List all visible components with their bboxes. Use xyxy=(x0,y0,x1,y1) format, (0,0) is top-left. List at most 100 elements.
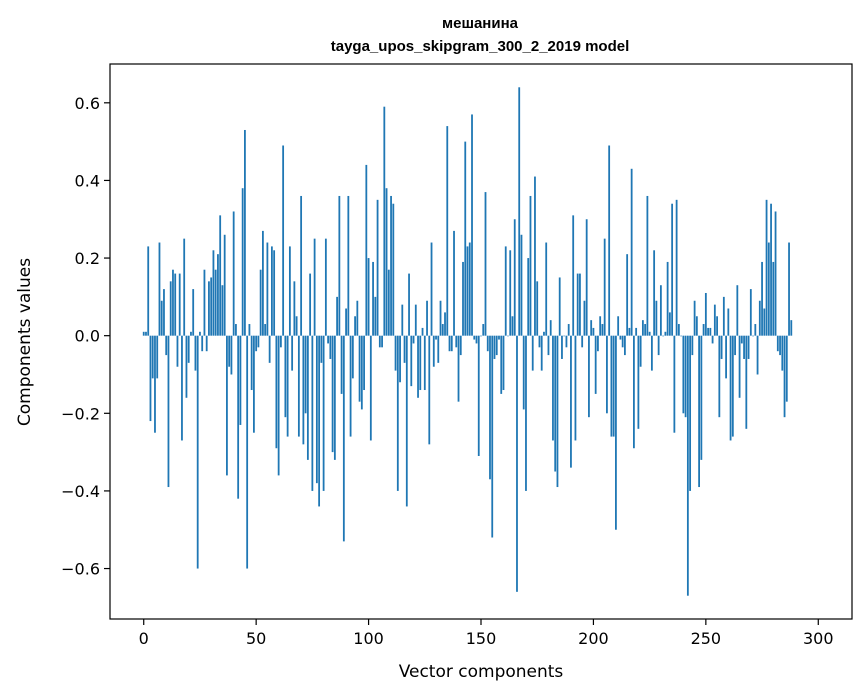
bar xyxy=(208,281,210,336)
bar xyxy=(237,335,240,499)
bar xyxy=(592,327,595,336)
bar xyxy=(149,335,152,422)
bar xyxy=(156,335,159,379)
bar xyxy=(635,327,638,336)
bar xyxy=(502,335,505,391)
bar xyxy=(185,335,188,398)
plot-frame xyxy=(109,63,853,620)
bar xyxy=(174,273,177,336)
bar xyxy=(547,335,550,356)
bar xyxy=(273,250,276,336)
bar xyxy=(659,285,662,336)
x-tick-label: 0 xyxy=(139,629,149,648)
bar xyxy=(790,320,793,336)
bar xyxy=(212,250,215,336)
bar xyxy=(230,335,233,375)
bar xyxy=(221,285,224,336)
bar xyxy=(612,335,615,437)
bar xyxy=(527,258,530,336)
bar xyxy=(758,300,761,336)
bar xyxy=(484,192,487,336)
bar xyxy=(363,335,365,391)
bar xyxy=(601,324,604,336)
bar xyxy=(538,335,541,348)
bar xyxy=(493,335,496,359)
bar xyxy=(536,281,539,336)
bar xyxy=(684,335,687,418)
bar xyxy=(392,203,395,336)
y-axis-ticks: −0.6 −0.4 −0.2 0.0 0.2 0.4 0.6 xyxy=(61,94,110,579)
bar xyxy=(471,114,473,336)
bar xyxy=(315,335,318,484)
bar xyxy=(297,335,300,437)
bar xyxy=(594,335,597,394)
bar xyxy=(525,335,527,491)
bar xyxy=(626,254,629,336)
bar xyxy=(597,335,599,352)
bar xyxy=(165,335,168,356)
bar xyxy=(248,324,251,336)
bar xyxy=(257,335,260,348)
bar xyxy=(608,145,611,336)
bar xyxy=(342,335,345,542)
bar xyxy=(235,324,237,336)
bar xyxy=(785,335,788,402)
bar xyxy=(241,188,244,336)
bar xyxy=(385,188,388,336)
y-tick-label: 0.2 xyxy=(75,249,100,268)
bar xyxy=(347,195,350,336)
bar xyxy=(183,238,186,336)
bar xyxy=(376,199,379,336)
bar xyxy=(163,289,165,336)
bar xyxy=(455,335,458,348)
bar xyxy=(464,141,467,336)
bar xyxy=(731,335,734,437)
bar xyxy=(226,335,228,476)
bar xyxy=(284,335,287,418)
x-tick-label: 250 xyxy=(691,629,722,648)
bar xyxy=(401,304,404,336)
bar xyxy=(774,211,777,336)
bar xyxy=(142,331,145,336)
bar xyxy=(689,335,692,491)
bar xyxy=(331,335,334,453)
bar xyxy=(529,195,532,336)
bar xyxy=(707,327,709,336)
bar xyxy=(414,304,417,336)
bar xyxy=(783,335,786,418)
bar xyxy=(194,335,197,371)
bar xyxy=(244,129,246,336)
bar xyxy=(770,203,772,336)
bar xyxy=(558,277,561,336)
bar xyxy=(333,335,336,460)
bar xyxy=(498,335,500,340)
bar xyxy=(275,335,278,449)
bar xyxy=(556,335,559,488)
bar xyxy=(639,335,642,367)
bar xyxy=(648,331,651,336)
bar xyxy=(190,331,192,336)
bar xyxy=(201,335,204,352)
bar xyxy=(354,316,356,336)
bar xyxy=(390,195,392,336)
bar xyxy=(329,335,332,359)
bar xyxy=(603,238,606,336)
bar xyxy=(199,331,201,336)
bar xyxy=(408,273,410,336)
bar xyxy=(439,300,442,336)
bar xyxy=(644,324,647,336)
bar xyxy=(262,230,264,336)
bar xyxy=(531,335,534,371)
bar xyxy=(405,335,408,507)
bar xyxy=(158,242,161,336)
bar xyxy=(410,335,413,387)
bar xyxy=(653,250,656,336)
bar xyxy=(367,258,370,336)
bar xyxy=(702,324,705,336)
bar xyxy=(313,238,316,336)
bar xyxy=(160,300,163,336)
bar xyxy=(432,335,435,367)
bar xyxy=(475,335,478,344)
bar xyxy=(266,242,269,336)
